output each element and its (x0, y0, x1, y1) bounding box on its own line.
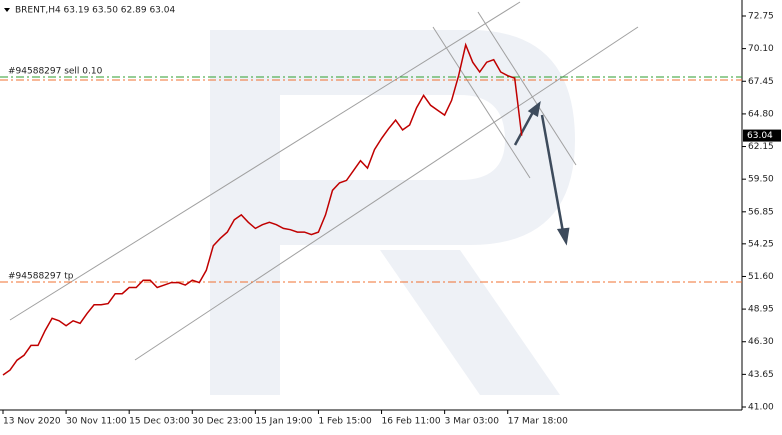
y-tick-label: 62.15 (748, 142, 774, 152)
x-tick-label: 13 Nov 2020 (3, 417, 61, 427)
x-tick-label: 17 Mar 18:00 (508, 417, 568, 427)
forecast-arrow (513, 101, 570, 246)
chart-title: BRENT,H4 63.19 63.50 62.89 63.04 (15, 6, 175, 16)
x-tick-label: 16 Feb 11:00 (382, 417, 441, 427)
price-label: 63.04 (747, 131, 773, 141)
y-tick-label: 54.25 (748, 239, 774, 249)
order-label: #94588297 tp (8, 272, 74, 282)
y-tick-label: 67.45 (748, 77, 774, 87)
order-label: #94588297 sell 0.10 (8, 66, 103, 76)
x-tick-label: 15 Dec 03:00 (129, 417, 190, 427)
watermark (210, 30, 575, 395)
y-tick-label: 51.60 (748, 272, 774, 282)
channel-lines (9, 1, 639, 361)
x-tick-label: 1 Feb 15:00 (318, 417, 372, 427)
price-line (2, 42, 523, 376)
y-tick-label: 70.10 (748, 44, 774, 54)
price-box (743, 129, 781, 142)
x-tick-label: 30 Nov 11:00 (66, 417, 127, 427)
y-tick-label: 48.95 (748, 305, 774, 315)
y-tick-label: 46.30 (748, 337, 774, 347)
y-tick-label: 56.85 (748, 207, 774, 217)
y-tick-label: 72.75 (748, 12, 774, 22)
x-tick-label: 15 Jan 19:00 (255, 417, 312, 427)
y-tick-label: 59.50 (748, 175, 774, 185)
x-tick-label: 3 Mar 03:00 (445, 417, 500, 427)
x-tick-label: 30 Dec 23:00 (192, 417, 253, 427)
y-tick-label: 64.80 (748, 109, 774, 119)
menu-triangle (4, 8, 10, 12)
y-tick-label: 41.00 (748, 403, 774, 413)
y-tick-label: 43.65 (748, 370, 774, 380)
